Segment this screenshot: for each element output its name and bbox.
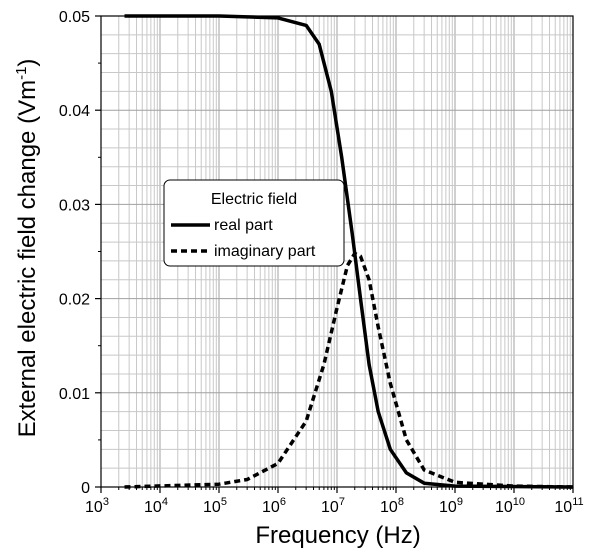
series-line-imaginary-part <box>124 251 574 489</box>
legend-title: Electric field <box>211 191 297 208</box>
x-tick-label: 107 <box>321 496 345 516</box>
x-tick-label: 104 <box>144 496 168 516</box>
x-tick-label: 103 <box>85 496 109 516</box>
legend-label-imaginary-part: imaginary part <box>214 243 316 260</box>
series-lines <box>124 14 574 489</box>
y-axis-title-exponent: -1 <box>13 67 30 80</box>
x-tick-label: 105 <box>203 496 227 516</box>
legend-box <box>163 179 345 267</box>
ticks: 103 104 105 106 107 108 109 1010 1011 0 0.01 0.02 0.… <box>59 9 584 516</box>
y-tick-label: 0 <box>81 480 90 497</box>
legend: Electric field real part imaginary part <box>163 179 345 267</box>
y-axis-title-main: External electric field change (Vm <box>14 80 41 438</box>
y-axis-title-close: ) <box>14 59 41 67</box>
x-axis-title: Frequency (Hz) <box>255 522 420 549</box>
y-tick-label: 0.04 <box>59 103 90 120</box>
series-line-real-part <box>124 14 574 489</box>
y-tick-label: 0.03 <box>59 197 90 214</box>
x-tick-label: 108 <box>380 496 404 516</box>
y-tick-label: 0.05 <box>59 9 90 26</box>
x-tick-label: 106 <box>262 496 286 516</box>
legend-label-real-part: real part <box>214 217 273 234</box>
y-tick-label: 0.02 <box>59 292 90 309</box>
x-tick-label: 109 <box>439 496 463 516</box>
y-axis-title: External electric field change (Vm-1) <box>13 59 41 438</box>
x-tick-label: 1011 <box>554 496 583 516</box>
x-tick-label: 1010 <box>495 496 525 516</box>
y-tick-label: 0.01 <box>59 386 90 403</box>
